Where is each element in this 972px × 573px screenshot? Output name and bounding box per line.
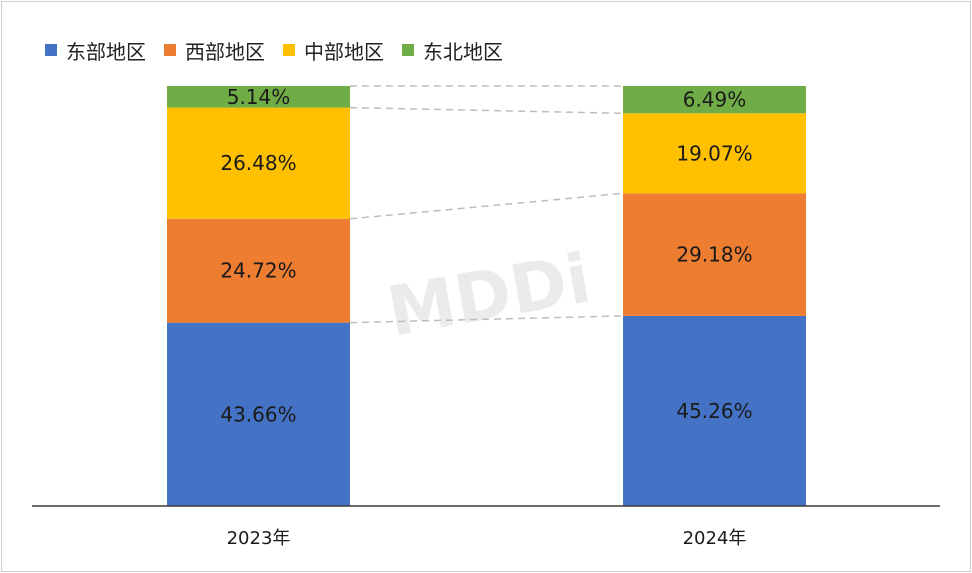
data-label: 24.72% — [220, 259, 296, 283]
legend-item: 东北地区 — [402, 36, 503, 65]
data-label: 29.18% — [676, 243, 752, 267]
legend-label: 中部地区 — [304, 39, 384, 64]
data-label: 19.07% — [676, 141, 752, 165]
legend-item: 东部地区 — [45, 36, 146, 65]
legend-swatch — [45, 44, 57, 56]
legend-label: 东部地区 — [66, 39, 146, 64]
legend-swatch — [164, 44, 176, 56]
bar-segment — [167, 322, 350, 506]
bar-segment — [623, 193, 806, 316]
legend-label: 东北地区 — [423, 39, 503, 64]
legend-item: 中部地区 — [283, 36, 384, 65]
legend-item: 西部地区 — [164, 36, 265, 65]
x-tick-label: 2023年 — [227, 528, 291, 549]
bar-segment — [167, 86, 350, 108]
legend: 东部地区 西部地区 中部地区 东北地区 — [45, 36, 521, 64]
legend-label: 西部地区 — [185, 39, 265, 64]
legend-swatch — [402, 44, 414, 56]
data-label: 45.26% — [676, 399, 752, 423]
watermark: MDDi — [382, 239, 596, 352]
data-label: 43.66% — [220, 402, 296, 426]
bar-segment — [623, 113, 806, 194]
x-tick-label: 2024年 — [683, 528, 747, 549]
data-label: 6.49% — [683, 88, 747, 112]
data-label: 26.48% — [220, 151, 296, 175]
bar-segment — [167, 218, 350, 323]
bar-segment — [167, 107, 350, 219]
bar-segment — [623, 86, 806, 114]
bar-segment — [623, 315, 806, 506]
series-line — [349, 315, 624, 324]
data-label: 5.14% — [227, 85, 291, 109]
legend-swatch — [283, 44, 295, 56]
series-line — [349, 106, 624, 115]
series-line — [349, 192, 624, 220]
